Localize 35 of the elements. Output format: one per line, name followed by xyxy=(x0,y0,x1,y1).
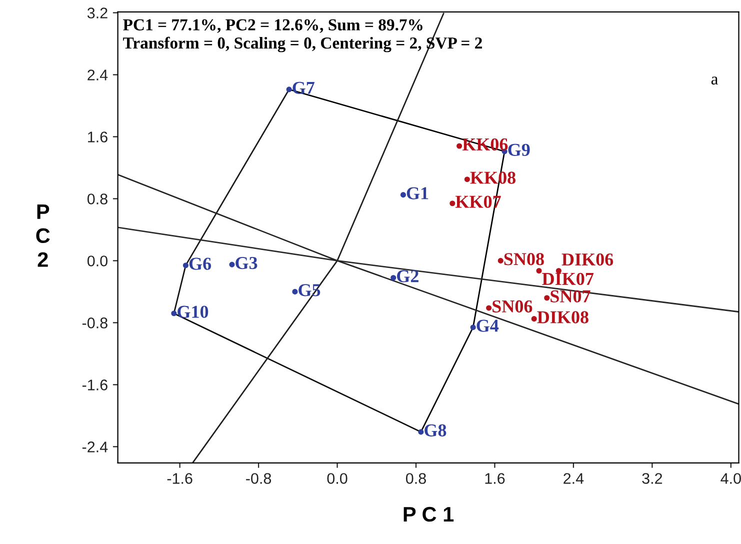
data-label: G9 xyxy=(508,144,530,156)
data-label: G10 xyxy=(178,306,208,318)
y-tick-label: 0.8 xyxy=(87,194,108,204)
y-axis-title: P C 2 xyxy=(36,204,50,267)
data-label: G7 xyxy=(292,82,314,94)
annotation: PC1 = 77.1%, PC2 = 12.6%, Sum = 89.7% xyxy=(123,19,422,33)
y-tick-label: 3.2 xyxy=(87,8,108,18)
data-label: G4 xyxy=(476,320,499,332)
x-tick-label: 4.0 xyxy=(720,473,741,484)
x-tick-label: -1.6 xyxy=(167,473,192,484)
data-label: SN08 xyxy=(504,253,544,266)
x-tick-label: 2.4 xyxy=(564,473,584,484)
data-label: DIK07 xyxy=(542,272,594,286)
data-label: G6 xyxy=(189,258,212,270)
x-tick-label: 0.0 xyxy=(327,473,348,484)
data-label: G1 xyxy=(406,187,428,200)
data-label: G2 xyxy=(397,270,418,282)
x-axis-title: P C 1 xyxy=(404,506,454,522)
y-tick-label: -2.4 xyxy=(82,442,108,452)
x-tick-label: -0.8 xyxy=(246,473,272,484)
data-label: G8 xyxy=(424,424,446,436)
data-label: SN06 xyxy=(492,300,532,312)
x-tick-label: 1.6 xyxy=(485,473,505,484)
data-label: SN07 xyxy=(550,290,590,302)
data-label: DIK06 xyxy=(562,253,614,266)
x-tick-label: 3.2 xyxy=(642,473,662,484)
y-tick-label: 1.6 xyxy=(88,132,108,142)
y-tick-label: -0.8 xyxy=(82,318,108,328)
y-tick-label: 0.0 xyxy=(87,256,108,266)
annotation: a xyxy=(711,76,718,85)
y-tick-label: -1.6 xyxy=(82,380,108,390)
data-label: DIK08 xyxy=(537,311,588,324)
data-label: G3 xyxy=(236,256,258,270)
y-tick-label: 2.4 xyxy=(88,70,108,80)
x-tick-label: 0.8 xyxy=(406,473,426,484)
